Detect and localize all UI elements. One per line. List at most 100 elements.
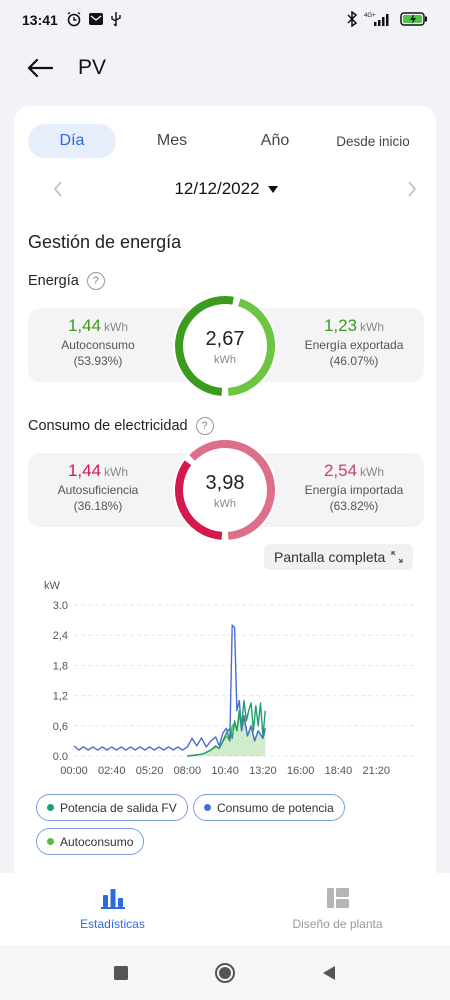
legend-dot <box>47 804 54 811</box>
consumption-ring: 3,98 kWh <box>173 438 277 542</box>
tab-desde-inicio[interactable]: Desde inicio <box>336 133 410 149</box>
consumption-label: Consumo de electricidad <box>28 418 188 434</box>
autosuficiencia-unit: kWh <box>104 465 129 479</box>
y-tick-label: 0,6 <box>53 721 68 733</box>
legend-consumo-de-potencia[interactable]: Consumo de potencia <box>193 794 345 821</box>
chart-y-axis-label: kW <box>44 580 61 592</box>
legend-label: Autoconsumo <box>60 834 134 849</box>
y-tick-label: 1,8 <box>53 660 68 672</box>
autoconsumo-unit: kWh <box>104 320 129 334</box>
status-time: 13:41 <box>22 12 58 28</box>
section-title: Gestión de energía <box>28 232 182 252</box>
legend-label: Potencia de salida FV <box>60 800 177 815</box>
circle-icon <box>215 962 235 983</box>
autoconsumo-stat: 1,44 kWh Autoconsumo (53.93%) <box>28 316 168 368</box>
back-button[interactable] <box>24 52 56 84</box>
app-header: PV <box>0 44 450 92</box>
energia-importada-unit: kWh <box>360 465 385 479</box>
energia-exportada-stat: 1,23 kWh Energía exportada (46.07%) <box>284 316 424 368</box>
alarm-icon <box>66 11 82 30</box>
legend-autoconsumo[interactable]: Autoconsumo <box>36 828 145 855</box>
chart-series <box>73 624 266 757</box>
y-tick-label: 3.0 <box>53 600 68 612</box>
x-tick-label: 13:20 <box>249 765 277 777</box>
energy-label: Energía <box>28 273 79 289</box>
bluetooth-icon <box>346 10 358 30</box>
back-system-button[interactable] <box>317 961 341 985</box>
network-label: 4G+ <box>364 13 376 19</box>
energia-exportada-percent: (46.07%) <box>329 354 379 368</box>
autoconsumo-value: 1,44 <box>67 316 102 335</box>
autosuficiencia-label: Autosuficiencia <box>57 483 139 497</box>
caret-down-icon <box>267 185 278 193</box>
series-line-0 <box>187 699 266 757</box>
y-tick-label: 0.0 <box>53 751 68 763</box>
autosuficiencia-stat: 1,44 kWh Autosuficiencia (36.18%) <box>28 461 168 513</box>
legend-potencia-salida-fv[interactable]: Potencia de salida FV <box>36 794 188 821</box>
energy-label-row: Energía ? <box>28 272 105 290</box>
energia-importada-label: Energía importada <box>304 483 404 497</box>
consumption-total-unit: kWh <box>214 498 236 510</box>
status-bar: 13:41 4G+ <box>0 0 450 40</box>
tab-ano[interactable]: Año <box>260 132 290 149</box>
tab-dia[interactable]: Día <box>28 124 116 158</box>
expand-icon <box>391 551 403 563</box>
signal-icon: 4G+ <box>364 11 394 30</box>
bottom-navigation: Estadísticas Diseño de planta <box>0 873 450 945</box>
date-selector: 12/12/2022 <box>28 174 424 204</box>
series-area-2 <box>187 713 266 756</box>
plant-layout-icon <box>326 888 349 908</box>
fullscreen-button[interactable]: Pantalla completa <box>264 544 414 570</box>
period-tabs: Día Mes Año Desde inicio <box>28 124 424 158</box>
help-icon[interactable]: ? <box>86 272 105 290</box>
date-picker[interactable]: 12/12/2022 <box>174 179 278 199</box>
consumption-label-row: Consumo de electricidad ? <box>28 417 214 435</box>
next-date-button[interactable] <box>400 177 424 201</box>
autosuficiencia-value: 1,44 <box>67 461 102 480</box>
nav-estadisticas-label: Estadísticas <box>80 917 145 931</box>
x-tick-label: 10:40 <box>211 765 239 777</box>
x-tick-label: 08:00 <box>174 765 202 777</box>
x-tick-label: 18:40 <box>325 765 353 777</box>
energia-importada-arc <box>189 440 275 540</box>
chart-y-ticks: 0.0 0,6 1,2 1,8 2,4 3.0 <box>53 600 68 763</box>
x-tick-label: 02:40 <box>98 765 126 777</box>
consumption-donut <box>175 440 275 540</box>
consumption-total: 3,98 kWh <box>173 472 277 510</box>
energy-total-unit: kWh <box>214 354 236 366</box>
recent-apps-button[interactable] <box>109 961 133 985</box>
nav-estadisticas[interactable]: Estadísticas <box>0 873 225 945</box>
autoconsumo-label: Autoconsumo <box>61 338 135 352</box>
energy-total-value: 2,67 <box>205 328 245 350</box>
page-title: PV <box>78 56 107 79</box>
chart-grid <box>74 604 414 757</box>
home-button[interactable] <box>213 961 237 985</box>
square-icon <box>114 965 128 980</box>
chevron-right-icon <box>408 181 417 197</box>
energy-ring: 2,67 kWh <box>173 294 277 398</box>
system-navigation <box>0 945 450 1000</box>
x-tick-label: 00:00 <box>60 765 88 777</box>
previous-date-button[interactable] <box>46 177 70 201</box>
legend-label: Consumo de potencia <box>217 800 334 815</box>
energia-importada-percent: (63.82%) <box>329 499 379 513</box>
x-tick-label: 21:20 <box>362 765 390 777</box>
energia-importada-stat: 2,54 kWh Energía importada (63.82%) <box>284 461 424 513</box>
energia-exportada-value: 1,23 <box>323 316 358 335</box>
energia-exportada-unit: kWh <box>360 320 385 334</box>
series-line-1 <box>73 624 266 751</box>
tab-mes[interactable]: Mes <box>156 132 188 149</box>
legend-dot <box>47 838 54 845</box>
nav-diseno-de-planta[interactable]: Diseño de planta <box>225 873 450 945</box>
x-tick-label: 05:20 <box>136 765 164 777</box>
autosuficiencia-arc <box>175 460 223 540</box>
usb-icon <box>110 11 122 30</box>
energia-exportada-arc <box>227 298 275 396</box>
y-tick-label: 2,4 <box>53 630 68 642</box>
help-icon[interactable]: ? <box>195 417 214 435</box>
autosuficiencia-percent: (36.18%) <box>73 499 123 513</box>
battery-charging-icon <box>400 11 428 29</box>
y-tick-label: 1,2 <box>53 691 68 703</box>
bar-chart-icon <box>100 889 125 909</box>
consumption-total-value: 3,98 <box>205 472 245 494</box>
